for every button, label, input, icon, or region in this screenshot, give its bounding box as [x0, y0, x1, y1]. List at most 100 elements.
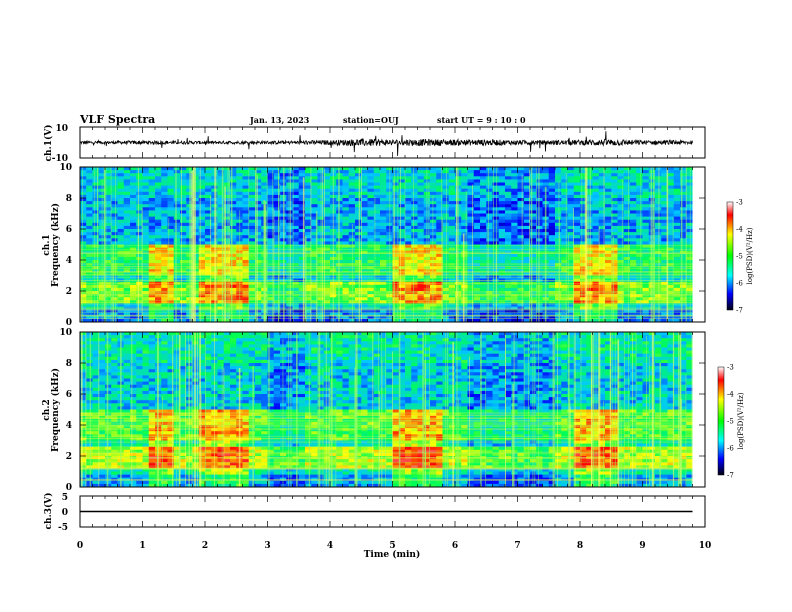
spectrogram-cell [398, 185, 406, 190]
spectrogram-cell [673, 287, 681, 292]
spectrogram-cell [361, 263, 368, 267]
spectrogram-cell [573, 303, 581, 307]
spectrogram-cell [411, 188, 418, 193]
spectrogram-cell [505, 219, 512, 224]
spectrogram-cell [530, 176, 537, 180]
spectrogram-cell [655, 173, 662, 177]
spectrogram-cell [80, 253, 87, 258]
spectrogram-cell [473, 207, 481, 211]
spectrogram-cell [367, 210, 375, 214]
spectrogram-cell [117, 198, 125, 202]
spectrogram-cell [586, 272, 593, 276]
spectrogram-cell [436, 256, 443, 261]
spectrogram-cell [573, 269, 581, 273]
spectrogram-cell [342, 201, 350, 205]
spectrogram-cell [92, 241, 100, 245]
spectrogram-cell [367, 225, 375, 230]
spectrogram-cell [380, 300, 387, 304]
spectrogram-cell [167, 238, 175, 242]
spectrogram-cell [111, 198, 118, 202]
spectrogram-cell [217, 188, 225, 193]
spectrogram-cell [117, 191, 125, 196]
spectrogram-cell [305, 253, 312, 258]
spectrogram-cell [592, 219, 600, 224]
spectrogram-cell [530, 210, 537, 214]
spectrogram-cell [405, 188, 412, 193]
spectrogram-cell [392, 210, 400, 214]
spectrogram-cell [548, 238, 556, 242]
spectrogram-cell [205, 260, 212, 264]
spectrogram-cell [461, 241, 468, 245]
spectrogram-cell [92, 201, 100, 205]
spectrogram-cell [417, 222, 425, 227]
spectrogram-cell [673, 204, 681, 208]
spectrogram-cell [117, 179, 125, 183]
spectrogram-cell [136, 232, 143, 236]
spectrogram-cell [498, 185, 506, 190]
spectrogram-cell [373, 204, 381, 208]
spectrogram-cell [505, 303, 512, 307]
spectrogram-cell [442, 210, 450, 214]
spectrogram-cell [198, 241, 206, 245]
spectrogram-cell [617, 309, 625, 314]
spectrogram-cell [642, 260, 650, 264]
spectrogram-cell [573, 210, 581, 214]
spectrogram-cell [373, 167, 381, 171]
spectrogram-cell [498, 294, 506, 298]
spectrogram-cell [142, 294, 150, 298]
spectrogram-cell [567, 312, 575, 317]
spectrogram-cell [342, 207, 350, 211]
spectrogram-cell [473, 263, 481, 267]
spectrogram-cell [523, 185, 531, 190]
spectrogram-cell [255, 294, 262, 298]
spectrogram-cell [355, 204, 362, 208]
spectrogram-cell [467, 309, 475, 314]
spectrogram-cell [605, 185, 612, 190]
spectrogram-cell [680, 244, 687, 248]
spectrogram-cell [255, 185, 262, 190]
spectrogram-cell [398, 318, 406, 322]
spectrogram-cell [417, 300, 425, 304]
spectrogram-cell [561, 238, 568, 242]
spectrogram-cell [555, 260, 562, 264]
spectrogram-cell [86, 170, 93, 174]
spectrogram-cell [380, 318, 387, 322]
spectrogram-cell [442, 229, 450, 233]
spectrogram-cell [555, 312, 562, 317]
spectrogram-cell [436, 198, 443, 202]
spectrogram-cell [511, 232, 518, 236]
spectrogram-cell [505, 312, 512, 317]
spectrogram-cell [467, 213, 475, 217]
spectrogram-cell [636, 170, 643, 174]
spectrogram-cell [355, 291, 362, 295]
spectrogram-cell [261, 198, 268, 202]
spectrogram-cell [530, 235, 537, 239]
spectrogram-cell [298, 207, 306, 211]
spectrogram-cell [92, 256, 100, 261]
spectrogram-cell [355, 170, 362, 174]
spectrogram-cell [205, 167, 212, 171]
spectrogram-cell [255, 309, 262, 314]
spectrogram-cell [311, 263, 318, 267]
spectrogram-cell [411, 185, 418, 190]
spectrogram-cell [223, 284, 231, 289]
spectrogram-cell [611, 179, 618, 183]
spectrogram-cell [467, 170, 475, 174]
spectrogram-cell [361, 173, 368, 177]
spectrogram-cell [673, 188, 681, 193]
spectrogram-cell [680, 297, 687, 301]
spectrogram-cell [142, 173, 150, 177]
spectrogram-cell [680, 170, 687, 174]
spectrogram-cell [123, 287, 131, 292]
spectrogram-cell [117, 235, 125, 239]
spectrogram-cell [286, 201, 293, 205]
spectrogram-cell [661, 244, 668, 248]
spectrogram-cell [442, 225, 450, 230]
spectrogram-cell [361, 297, 368, 301]
spectrogram-cell [561, 244, 568, 248]
spectrogram-cell [105, 294, 112, 298]
spectrogram-cell [273, 238, 281, 242]
spectrogram-cell [230, 303, 237, 307]
spectrogram-cell [686, 269, 693, 273]
spectrogram-cell [580, 167, 587, 171]
